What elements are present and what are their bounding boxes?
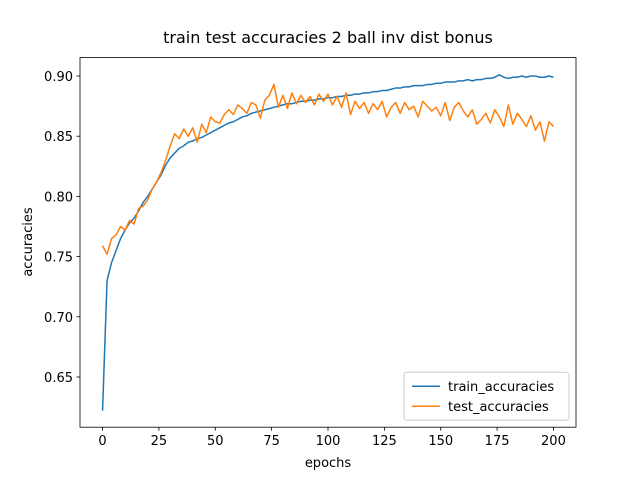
x-tick-label: 75 [263,434,280,449]
y-tick-label: 0.70 [44,311,73,326]
chart-title: train test accuracies 2 ball inv dist bo… [163,28,493,47]
legend-label: test_accuracies [448,400,549,415]
x-tick-label: 150 [428,434,453,449]
x-tick-label: 100 [316,434,341,449]
x-tick-label: 25 [151,434,168,449]
line-series [101,74,554,411]
x-tick-label: 175 [485,434,510,449]
y-tick-label: 0.65 [44,371,73,386]
plot-frame [79,57,577,428]
y-tick-label: 0.75 [44,251,73,266]
y-tick-label: 0.90 [44,70,73,85]
x-tick-label: 0 [98,434,106,449]
y-tick-label: 0.80 [44,190,73,205]
legend-label: train_accuracies [448,380,554,395]
x-tick-label: 50 [207,434,224,449]
x-tick-label: 200 [541,434,566,449]
line-series [101,83,554,255]
y-axis-label: accuracies [21,207,36,277]
x-tick-label: 125 [372,434,397,449]
legend-box [403,371,570,421]
y-tick-label: 0.85 [44,130,73,145]
x-axis-label: epochs [305,456,352,471]
